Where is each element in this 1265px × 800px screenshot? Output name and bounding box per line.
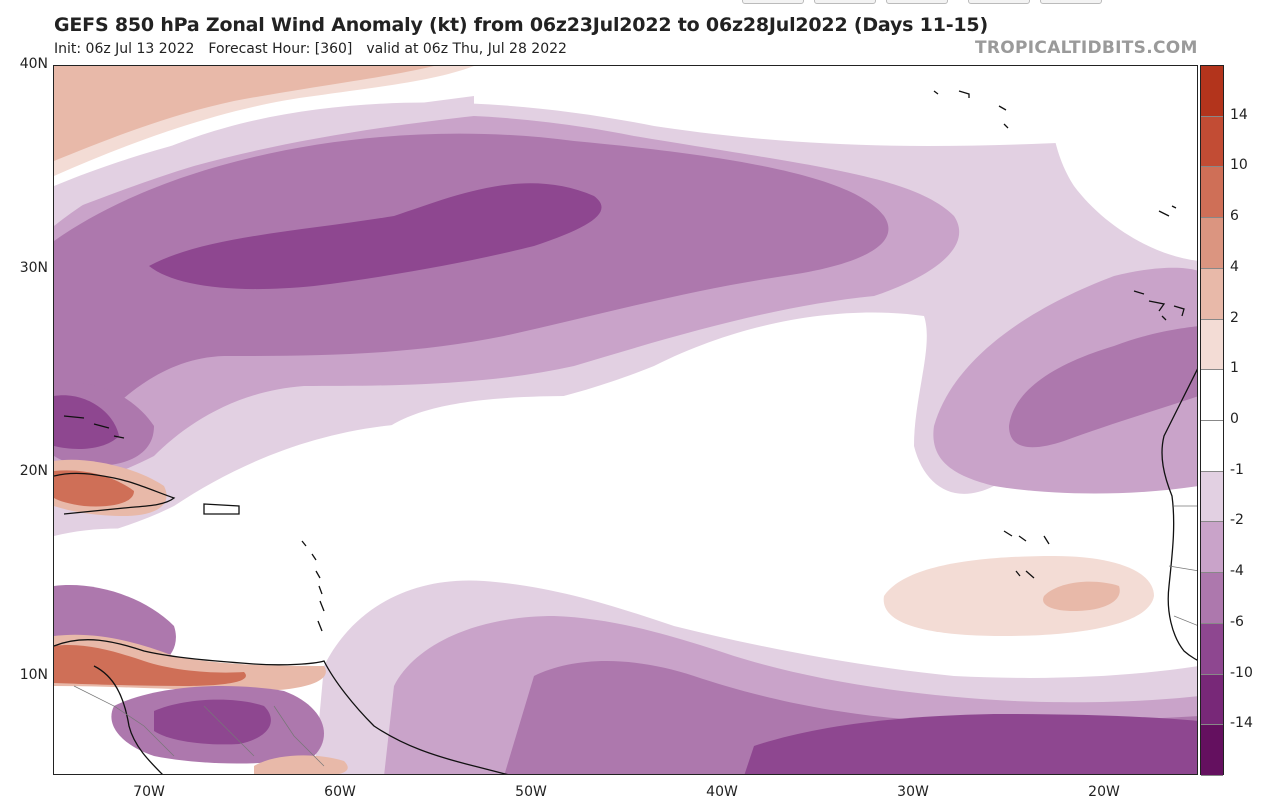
contour-neg-6-10 bbox=[149, 183, 602, 290]
site-watermark: TROPICALTIDBITS.COM bbox=[975, 38, 1198, 58]
colorbar-label: 1 bbox=[1230, 360, 1239, 377]
colorbar-label: 14 bbox=[1230, 106, 1248, 123]
contour-neg-6-10-south-am bbox=[154, 699, 271, 745]
colorbar-segment bbox=[1201, 674, 1223, 726]
contour-neg-1-2-top bbox=[54, 96, 474, 216]
contour-neutral-west bbox=[54, 528, 354, 660]
forecast-hour: Forecast Hour: [360] bbox=[208, 41, 353, 57]
colorbar-label: -6 bbox=[1230, 613, 1244, 630]
colorbar-label: 2 bbox=[1230, 309, 1239, 326]
contour-neg-6-10-west bbox=[54, 395, 119, 449]
toolbar-tab[interactable] bbox=[886, 0, 948, 4]
lon-label-20w: 20W bbox=[1088, 784, 1120, 800]
colorbar-segment bbox=[1201, 116, 1223, 168]
lon-label-60w: 60W bbox=[324, 784, 356, 800]
coast-azores bbox=[933, 90, 1009, 129]
colorbar-label: -1 bbox=[1230, 461, 1244, 478]
colorbar bbox=[1200, 65, 1224, 776]
lon-label-50w: 50W bbox=[515, 784, 547, 800]
map-subtitle: Init: 06z Jul 13 2022 Forecast Hour: [360… bbox=[54, 41, 567, 57]
map-title: GEFS 850 hPa Zonal Wind Anomaly (kt) fro… bbox=[54, 14, 988, 36]
coast-south-america bbox=[54, 639, 508, 774]
contour-pos-2-4-east bbox=[1043, 581, 1120, 611]
coast-hispaniola bbox=[54, 472, 176, 515]
lat-label-20n: 20N bbox=[19, 463, 48, 479]
contour-pos-2-4 bbox=[54, 66, 434, 161]
coast-madeira bbox=[1158, 205, 1177, 217]
coast-cape-verde bbox=[1003, 530, 1050, 579]
toolbar-tab[interactable] bbox=[968, 0, 1030, 4]
coastlines bbox=[54, 90, 1197, 774]
colorbar-segment bbox=[1201, 573, 1223, 624]
borders bbox=[73, 505, 1197, 767]
lat-label-40n: 40N bbox=[19, 56, 48, 72]
lat-label-10n: 10N bbox=[19, 667, 48, 683]
coast-bahamas bbox=[63, 415, 125, 439]
colorbar-segment bbox=[1201, 370, 1223, 421]
anomaly-map-canvas bbox=[54, 66, 1197, 774]
colorbar-segment bbox=[1201, 66, 1223, 117]
toolbar-tab[interactable] bbox=[1040, 0, 1102, 4]
colorbar-label: 4 bbox=[1230, 258, 1239, 275]
anomaly-map bbox=[53, 65, 1198, 775]
border-line bbox=[1168, 505, 1197, 626]
colorbar-segment bbox=[1201, 319, 1223, 371]
colorbar-label: -10 bbox=[1230, 664, 1253, 681]
colorbar-segment bbox=[1201, 421, 1223, 472]
contour-pos-2-4-south-am bbox=[254, 755, 348, 774]
colorbar-label: -2 bbox=[1230, 512, 1244, 529]
colorbar-segment bbox=[1201, 522, 1223, 574]
contour-neutral-south-am bbox=[54, 686, 98, 774]
contour-pos-6-10-hispaniola bbox=[54, 470, 134, 507]
coast-central-america bbox=[93, 665, 163, 774]
colorbar-label: 0 bbox=[1230, 411, 1239, 427]
contour-pos-1-2-east bbox=[883, 556, 1154, 636]
toolbar-tab[interactable] bbox=[742, 0, 804, 4]
toolbar-tab[interactable] bbox=[814, 0, 876, 4]
colorbar-label: 10 bbox=[1230, 157, 1248, 174]
lon-label-30w: 30W bbox=[897, 784, 929, 800]
coast-canaries bbox=[1133, 290, 1185, 321]
lon-label-40w: 40W bbox=[706, 784, 738, 800]
coast-puerto-rico bbox=[203, 503, 240, 515]
init-time: Init: 06z Jul 13 2022 bbox=[54, 41, 195, 57]
coast-lesser-antilles bbox=[301, 540, 325, 632]
contour-neg-6-10-south bbox=[744, 714, 1197, 774]
colorbar-segment bbox=[1201, 268, 1223, 320]
colorbar-segment bbox=[1201, 471, 1223, 523]
lon-label-70w: 70W bbox=[133, 784, 165, 800]
contour-neg-4-6-east bbox=[1009, 326, 1197, 448]
colorbar-segment bbox=[1201, 167, 1223, 219]
colorbar-label: -4 bbox=[1230, 563, 1244, 580]
contour-pos-6-10-sw bbox=[54, 645, 246, 686]
colorbar-label: 6 bbox=[1230, 208, 1239, 225]
valid-time: valid at 06z Thu, Jul 28 2022 bbox=[366, 41, 567, 57]
coast-west-africa bbox=[1161, 368, 1197, 661]
border-line bbox=[73, 685, 325, 767]
colorbar-segment bbox=[1201, 623, 1223, 675]
colorbar-segment bbox=[1201, 218, 1223, 269]
colorbar-segment bbox=[1201, 725, 1223, 776]
colorbar-label: -14 bbox=[1230, 715, 1253, 732]
contour-neg-4-6 bbox=[54, 133, 889, 436]
lat-label-30n: 30N bbox=[19, 260, 48, 276]
